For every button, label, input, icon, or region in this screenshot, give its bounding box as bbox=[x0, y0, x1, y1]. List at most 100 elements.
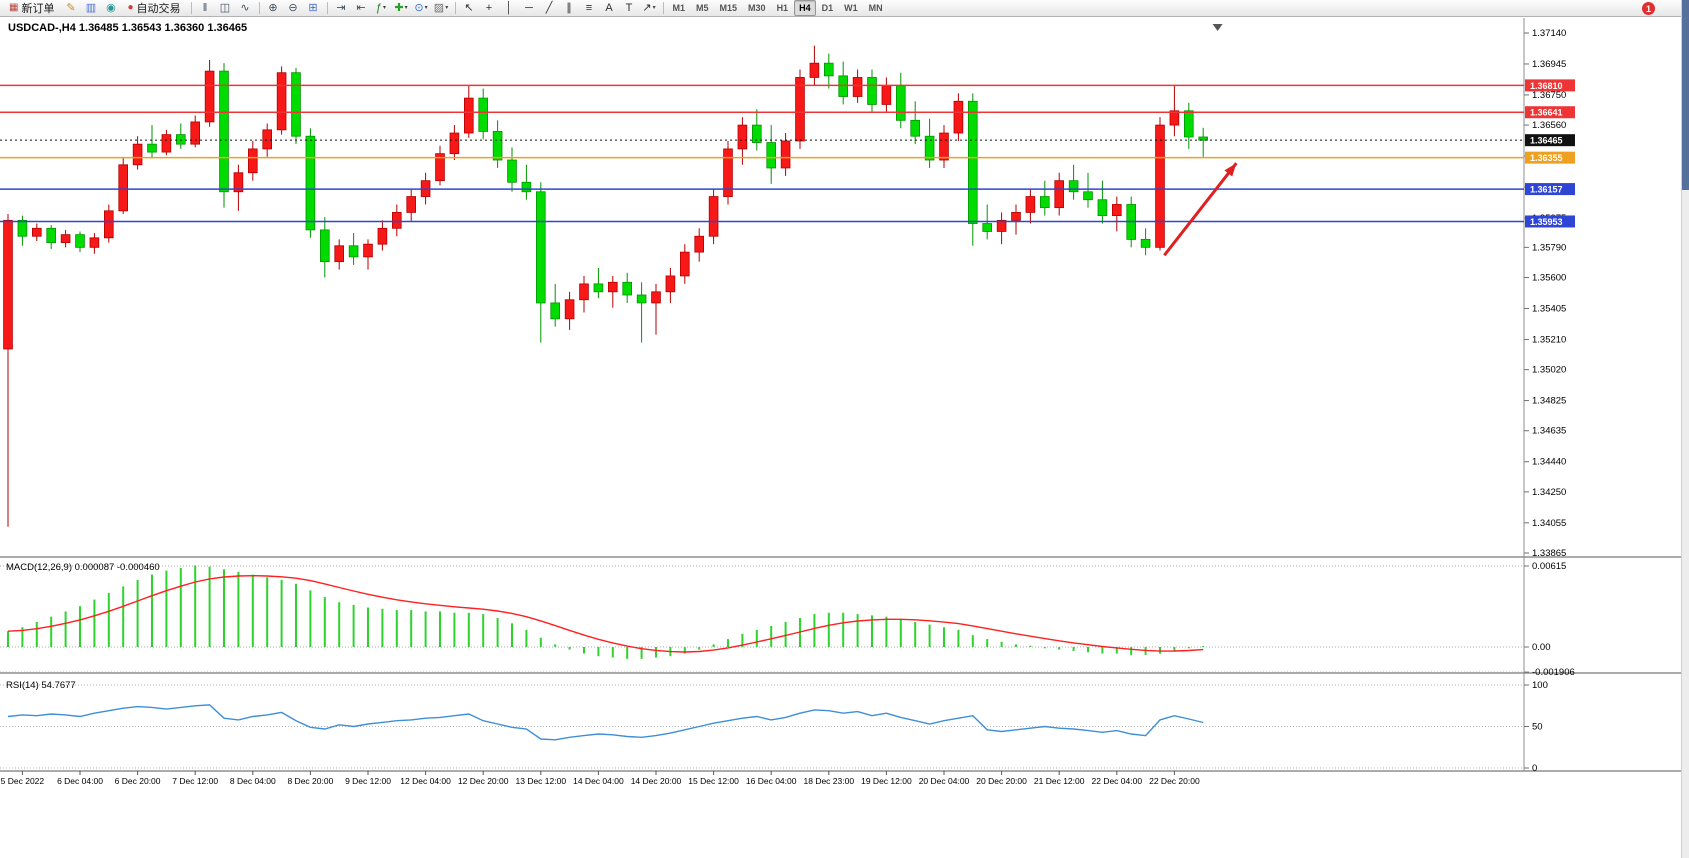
dropdown-caret-icon: ▾ bbox=[445, 5, 449, 11]
templates-icon[interactable]: ▨ ▾ bbox=[432, 0, 451, 17]
new-order-button[interactable]: ▦ 新订单 bbox=[3, 0, 60, 17]
fibonacci-icon[interactable]: ≡ bbox=[580, 0, 599, 17]
time-axis-label: 20 Dec 04:00 bbox=[919, 776, 970, 786]
candle-bullish bbox=[651, 291, 661, 304]
timeframe-m30-button[interactable]: M30 bbox=[748, 3, 766, 13]
trend-arrow[interactable] bbox=[1163, 162, 1238, 257]
toolbar-separator bbox=[662, 2, 664, 14]
zoom-in-icon[interactable]: ⊕ bbox=[264, 0, 283, 17]
candle-bearish bbox=[536, 191, 546, 304]
autotrade-button[interactable]: ● 自动交易 bbox=[121, 0, 186, 17]
price-tag bbox=[1525, 151, 1575, 164]
timeframe-w1-button[interactable]: W1 bbox=[844, 3, 858, 13]
timeframe-m15-button[interactable]: M15 bbox=[719, 3, 738, 13]
bar-chart-icon: ǁ bbox=[202, 1, 208, 14]
candle-bullish bbox=[118, 164, 129, 212]
timeframe-m1-button[interactable]: M1 bbox=[672, 3, 686, 13]
candle-bearish bbox=[1068, 180, 1079, 193]
cursor-icon[interactable]: ↖ bbox=[460, 0, 479, 17]
candle-bullish bbox=[60, 234, 71, 243]
timeframe-h4-button[interactable]: H4 bbox=[794, 0, 816, 16]
candle-bearish bbox=[1184, 110, 1194, 138]
timeframe-d1-button[interactable]: D1 bbox=[821, 3, 834, 13]
time-axis-label: 20 Dec 20:00 bbox=[976, 776, 1027, 786]
trendline-icon[interactable]: ╱ bbox=[540, 0, 559, 17]
candle-bearish bbox=[752, 124, 762, 143]
price-axis-label: 1.35405 bbox=[1532, 303, 1566, 314]
metaeditor-icon[interactable]: ✎ bbox=[61, 0, 80, 17]
candle-bullish bbox=[334, 245, 344, 263]
candle-bullish bbox=[377, 227, 388, 245]
price-tag-label: 1.36810 bbox=[1530, 81, 1563, 91]
notification-badge[interactable]: 1 bbox=[1642, 2, 1655, 15]
periods-icon[interactable]: ⊙ ▾ bbox=[412, 0, 431, 17]
tile-windows-icon[interactable]: ⊞ bbox=[304, 0, 323, 17]
arrows-icon[interactable]: ↗ ▾ bbox=[640, 0, 659, 17]
candle-bearish bbox=[147, 143, 157, 153]
candle-bullish bbox=[89, 237, 100, 248]
candle-bullish bbox=[190, 121, 201, 145]
toolbar-items: ▦ 新订单 ✎ ▥ ◉ ● 自动交易 ǁ ◫ ∿ ⊕ ⊖ ⊞ ⇥ ⇤ ƒ ▾ ✚ ▾ ⊙ ▾ ▨ ▾ ↖ + │ ─ ╱ ∥ ≡ A T ↗ ▾ M… bbox=[3, 0, 888, 17]
channel-icon: ∥ bbox=[566, 1, 572, 14]
candle-bearish bbox=[550, 302, 560, 320]
candle-bearish bbox=[1040, 196, 1050, 209]
candle-bearish bbox=[75, 234, 85, 248]
candle-bearish bbox=[507, 159, 517, 183]
candle-bearish bbox=[1097, 199, 1108, 216]
price-tag-label: 1.35953 bbox=[1530, 217, 1563, 227]
print-icon: ▥ bbox=[85, 1, 97, 14]
indicators-icon[interactable]: ƒ ▾ bbox=[372, 0, 391, 17]
candle-bearish bbox=[924, 135, 935, 161]
candle-bearish bbox=[291, 72, 301, 137]
price-axis-label: 1.36945 bbox=[1532, 59, 1566, 70]
crosshair-icon[interactable]: + bbox=[480, 0, 499, 17]
channel-icon[interactable]: ∥ bbox=[560, 0, 579, 17]
vertical-line-icon[interactable]: │ bbox=[500, 0, 519, 17]
candle-bearish bbox=[521, 181, 532, 193]
chart-area: 1.371401.369451.367501.365601.363651.361… bbox=[0, 18, 1689, 858]
toolbar-separator bbox=[454, 2, 456, 14]
zoom-out-icon[interactable]: ⊖ bbox=[284, 0, 303, 17]
timeframe-h1-button[interactable]: H1 bbox=[776, 3, 789, 13]
add-indicator-icon[interactable]: ✚ ▾ bbox=[392, 0, 411, 17]
time-axis-label: 7 Dec 12:00 bbox=[172, 776, 218, 786]
auto-scroll-icon[interactable]: ⇥ bbox=[332, 0, 351, 17]
sound-alert-icon[interactable]: ◉ bbox=[101, 0, 120, 17]
candle-bullish bbox=[737, 124, 748, 150]
templates-icon: ▨ bbox=[433, 1, 445, 14]
bar-chart-icon[interactable]: ǁ bbox=[196, 0, 215, 17]
candle-bearish bbox=[478, 97, 488, 132]
text-label-icon[interactable]: T bbox=[620, 0, 639, 17]
price-axis-label: 1.36560 bbox=[1532, 120, 1566, 131]
chart-canvas[interactable]: 1.371401.369451.367501.365601.363651.361… bbox=[0, 18, 1689, 858]
horizontal-line-icon[interactable]: ─ bbox=[520, 0, 539, 17]
price-axis-label: 1.35210 bbox=[1532, 334, 1566, 345]
line-chart-icon[interactable]: ∿ bbox=[236, 0, 255, 17]
candle-bullish bbox=[1054, 180, 1065, 209]
candle-bullish bbox=[939, 132, 949, 161]
timeframe-m5-button[interactable]: M5 bbox=[696, 3, 709, 13]
candlestick-chart-icon[interactable]: ◫ bbox=[216, 0, 235, 17]
price-tag bbox=[1525, 106, 1575, 119]
sound-alert-icon: ◉ bbox=[106, 1, 116, 14]
candle-bearish bbox=[593, 283, 604, 293]
print-icon[interactable]: ▥ bbox=[81, 0, 100, 17]
candle-bullish bbox=[680, 251, 690, 277]
price-axis-label: 1.35600 bbox=[1532, 273, 1566, 284]
candle-bullish bbox=[723, 148, 733, 197]
candle-bullish bbox=[708, 196, 719, 237]
time-axis-label: 16 Dec 04:00 bbox=[746, 776, 797, 786]
candle-bullish bbox=[852, 77, 863, 97]
candle-bullish bbox=[665, 275, 676, 293]
horizontal-line-icon: ─ bbox=[525, 1, 533, 14]
text-icon[interactable]: A bbox=[600, 0, 619, 17]
chart-shift-icon[interactable]: ⇤ bbox=[352, 0, 371, 17]
vertical-scrollbar[interactable] bbox=[1681, 0, 1689, 858]
timeframe-mn-button[interactable]: MN bbox=[868, 3, 883, 13]
trendline-icon: ╱ bbox=[545, 1, 553, 14]
scrollbar-thumb[interactable] bbox=[1682, 0, 1689, 190]
time-axis-label: 8 Dec 04:00 bbox=[230, 776, 276, 786]
rsi-line bbox=[7, 704, 1204, 741]
candle-bearish bbox=[492, 131, 503, 161]
vertical-line-icon: │ bbox=[505, 1, 513, 14]
